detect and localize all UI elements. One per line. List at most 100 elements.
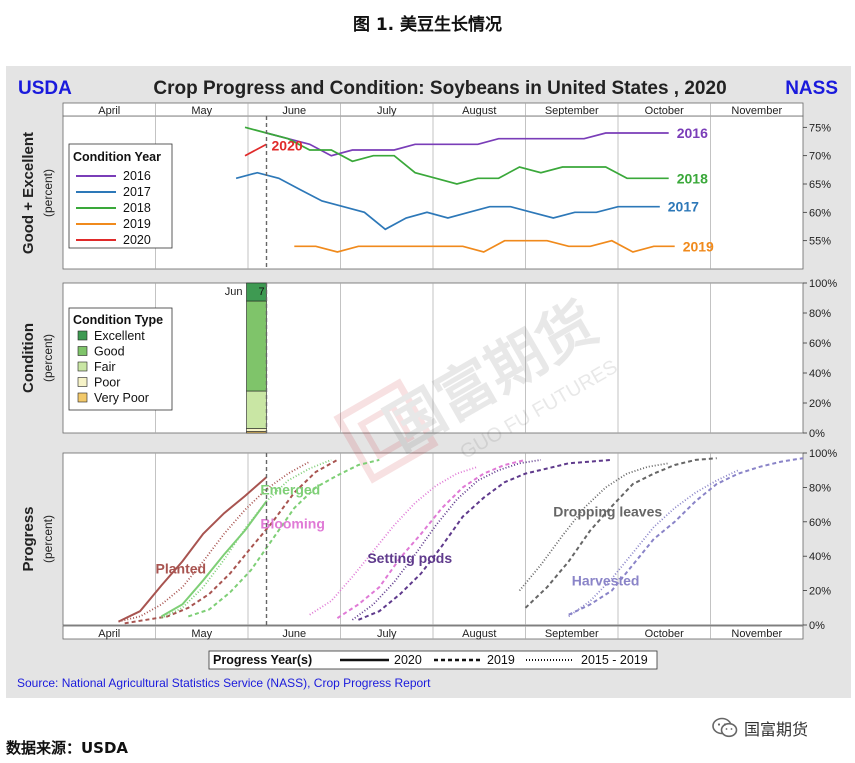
y-tick-label: 40% <box>809 368 831 380</box>
wechat-icon <box>712 717 738 738</box>
stage-label-planted: Planted <box>156 560 207 576</box>
month-label: November <box>731 628 782 640</box>
end-label-2018: 2018 <box>677 170 708 186</box>
progress-line-harvested-2015-2019 <box>568 469 739 618</box>
legend-label-2015-2019: 2015 - 2019 <box>581 653 648 667</box>
progress-line-setting-pods-2019 <box>358 458 612 621</box>
legend-label-2019: 2019 <box>487 653 515 667</box>
month-label: October <box>645 105 684 117</box>
y-tick-label: 20% <box>809 586 831 598</box>
y-tick-label: 60% <box>809 338 831 350</box>
source-note: Source: National Agricultural Statistics… <box>17 676 431 690</box>
condition-year-lines: 2016 2018 2017 2019 2020 <box>235 125 714 254</box>
progress-line-emerged-2015-2019 <box>161 459 332 619</box>
y-tick-label: 100% <box>809 278 837 290</box>
legend-entry-fair: Fair <box>94 360 116 374</box>
bar-value-label: 7 <box>258 286 264 298</box>
progress-line-blooming-2019 <box>336 458 526 619</box>
usda-label: USDA <box>18 78 72 99</box>
progress-line-planted-2015-2019 <box>118 460 311 623</box>
condition-line-2016 <box>266 132 669 157</box>
legend-label-2020: 2020 <box>394 653 422 667</box>
y-tick-label: 20% <box>809 398 831 410</box>
condition-axis-unit: (percent) <box>41 169 55 217</box>
end-label-2017: 2017 <box>668 199 699 215</box>
month-label: October <box>645 628 684 640</box>
month-grid: April May June July August September October No… <box>62 102 837 640</box>
condition-year-legend: Condition Year 2016 2017 2018 2019 2020 <box>68 143 173 249</box>
stage-label-harvested: Harvested <box>572 572 640 588</box>
month-label: November <box>731 105 782 117</box>
bar-segment-good <box>246 300 267 392</box>
stage-label-dropping-leaves: Dropping leaves <box>553 504 662 520</box>
legend-entry-2017: 2017 <box>123 185 151 199</box>
annotation-2020: 2020 <box>272 137 303 153</box>
figure-title: 图 1. 美豆生长情况 <box>352 15 503 35</box>
end-label-2019: 2019 <box>683 238 714 254</box>
legend-swatch-good <box>77 346 88 356</box>
y-tick-label: 70% <box>809 151 831 163</box>
legend-swatch-poor <box>77 377 88 387</box>
y-tick-label: 55% <box>809 236 831 248</box>
y-tick-label: 100% <box>809 448 837 460</box>
chart-panel: USDA Crop Progress and Condition: Soybea… <box>6 66 851 698</box>
month-label: May <box>191 628 212 640</box>
progress-axis-title: Progress <box>20 506 37 571</box>
month-label: May <box>191 105 212 117</box>
bar-segment-fair <box>246 390 267 429</box>
progress-line-harvested-2019 <box>568 457 804 616</box>
progress-line-planted-2020 <box>118 476 268 623</box>
y-tick-label: 40% <box>809 551 831 563</box>
nass-label: NASS <box>785 78 838 99</box>
legend-entry-very-poor: Very Poor <box>94 391 149 405</box>
brand-badge: 国富期货 <box>712 716 808 740</box>
month-label: April <box>98 628 120 640</box>
y-tick-label: 0% <box>809 620 825 632</box>
condition-line-2018 <box>244 126 669 185</box>
data-source-footer: 数据来源：USDA <box>6 739 129 757</box>
stage-label-setting-pods: Setting pods <box>367 550 452 566</box>
y-tick-label: 0% <box>809 428 825 440</box>
legend-swatch-excellent <box>77 330 88 341</box>
legend-entry-poor: Poor <box>94 376 120 390</box>
progress-line-dropping-leaves-2015-2019 <box>518 462 669 592</box>
progress-line-blooming-2015-2019 <box>309 465 479 616</box>
condition-type-legend-title: Condition Type <box>73 313 163 327</box>
month-label: July <box>377 628 397 640</box>
condition-line-2020 <box>244 143 267 157</box>
month-label: September <box>545 105 599 117</box>
legend-swatch-fair <box>77 361 88 372</box>
progress-line-emerged-2019 <box>187 458 380 618</box>
condition-type-bars: Jun 7 <box>225 282 267 434</box>
legend-entry-good: Good <box>94 345 125 359</box>
bar-label: Jun <box>225 286 243 298</box>
legend-entry-2016: 2016 <box>123 169 151 183</box>
legend-swatch-very-poor <box>77 392 88 403</box>
progress-axis-unit: (percent) <box>41 515 55 563</box>
y-tick-label: 75% <box>809 122 831 134</box>
month-label: June <box>282 105 306 117</box>
progress-year-legend: Progress Year(s) 2020 2019 2015 - 2019 <box>208 650 658 670</box>
y-tick-label: 80% <box>809 482 831 494</box>
month-label: July <box>377 105 397 117</box>
month-label: August <box>462 628 496 640</box>
condition-axis-title: Good + Excellent <box>20 132 37 254</box>
legend-entry-2018: 2018 <box>123 201 151 215</box>
progress-line-setting-pods-2015-2019 <box>351 459 542 621</box>
legend-entry-excellent: Excellent <box>94 329 145 343</box>
y-tick-label: 60% <box>809 207 831 219</box>
month-label: April <box>98 105 120 117</box>
chart-title: Crop Progress and Condition: Soybeans in… <box>153 78 726 99</box>
stage-label-emerged: Emerged <box>260 481 320 497</box>
progress-lines: Planted Emerged Blooming Setting pods Droppi… <box>118 457 804 625</box>
condition-line-2017 <box>235 171 660 231</box>
bar-segment-poor <box>246 428 267 432</box>
crop-progress-chart: USDA Crop Progress and Condition: Soybea… <box>17 78 838 690</box>
condition-type-axis-unit: (percent) <box>41 334 55 382</box>
month-label: September <box>545 628 599 640</box>
progress-legend-title: Progress Year(s) <box>213 653 312 667</box>
legend-entry-2020: 2020 <box>123 233 151 247</box>
condition-year-legend-title: Condition Year <box>73 150 161 164</box>
y-tick-label: 60% <box>809 517 831 529</box>
